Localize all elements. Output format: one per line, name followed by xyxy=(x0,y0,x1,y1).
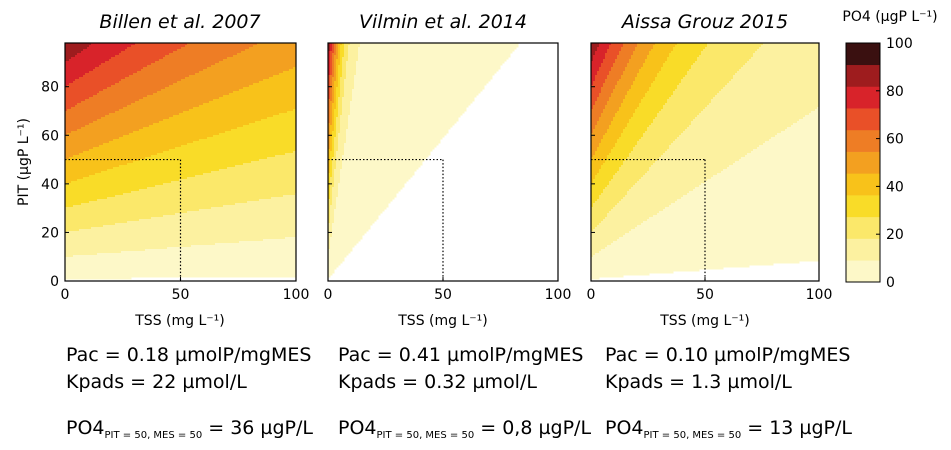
pac-text: Pac = 0.41 µmolP/mgMES xyxy=(338,342,583,369)
kpads-text: Kpads = 1.3 µmol/L xyxy=(605,369,850,396)
panel-vilmin: 0 50 100 xyxy=(324,42,572,303)
colorbar-tick-label: 0 xyxy=(886,275,895,291)
po4-subscript: PIT = 50, MES = 50 xyxy=(105,430,203,441)
x-tick-label: 0 xyxy=(61,287,70,303)
x-tick-label: 0 xyxy=(324,287,333,303)
colorbar-title: PO4 (µgP L⁻¹) xyxy=(842,9,937,25)
po4-value: = 0,8 µgP/L xyxy=(480,417,591,439)
x-tick-label: 50 xyxy=(696,287,714,303)
po4-result-billen: PO4PIT = 50, MES = 50 = 36 µgP/L xyxy=(66,417,313,441)
x-axis-label-2: TSS (mg L⁻¹) xyxy=(397,313,487,329)
po4-value: = 13 µgP/L xyxy=(747,417,852,439)
colorbar-band xyxy=(846,238,880,261)
params-vilmin: Pac = 0.41 µmolP/mgMES Kpads = 0.32 µmol… xyxy=(338,342,583,396)
colorbar-tick-label: 80 xyxy=(886,84,904,100)
panel-aissa-grouz: 0 50 100 xyxy=(587,42,833,303)
y-tick-label: 40 xyxy=(41,177,59,193)
colorbar-band xyxy=(846,129,880,152)
x-tick-label: 100 xyxy=(806,287,833,303)
colorbar-tick-label: 40 xyxy=(886,179,904,195)
panel-title-1: Billen et al. 2007 xyxy=(99,11,260,33)
colorbar-band xyxy=(846,86,880,109)
po4-label: PO4 xyxy=(605,417,644,439)
x-axis-label-1: TSS (mg L⁻¹) xyxy=(134,313,224,329)
kpads-text: Kpads = 22 µmol/L xyxy=(66,369,311,396)
y-tick-label: 80 xyxy=(41,80,59,96)
po4-value: = 36 µgP/L xyxy=(208,417,313,439)
colorbar-band xyxy=(846,108,880,131)
x-tick-label: 100 xyxy=(283,287,310,303)
po4-subscript: PIT = 50, MES = 50 xyxy=(644,430,742,441)
pac-text: Pac = 0.10 µmolP/mgMES xyxy=(605,342,850,369)
po4-subscript: PIT = 50, MES = 50 xyxy=(377,430,475,441)
pac-text: Pac = 0.18 µmolP/mgMES xyxy=(66,342,311,369)
po4-field xyxy=(591,43,819,281)
colorbar: 0 20 40 60 80 100 xyxy=(845,36,913,291)
colorbar-band xyxy=(846,216,880,239)
x-tick-label: 50 xyxy=(434,287,452,303)
panel-billen: 0 50 100 0 20 40 60 80 xyxy=(41,42,310,303)
y-tick-label: 0 xyxy=(50,274,59,290)
colorbar-tick-label: 20 xyxy=(886,227,904,243)
colorbar-tick-label: 60 xyxy=(886,132,904,148)
x-axis-label-3: TSS (mg L⁻¹) xyxy=(659,313,749,329)
colorbar-band xyxy=(846,43,880,66)
colorbar-frame xyxy=(845,42,881,283)
colorbar-band xyxy=(846,151,880,174)
x-tick-label: 100 xyxy=(545,287,572,303)
po4-field xyxy=(65,43,296,281)
colorbar-band xyxy=(846,64,880,87)
colorbar-band xyxy=(846,173,880,196)
po4-field xyxy=(328,43,558,281)
po4-label: PO4 xyxy=(338,417,377,439)
colorbar-tick-label: 100 xyxy=(886,36,913,52)
params-billen: Pac = 0.18 µmolP/mgMES Kpads = 22 µmol/L xyxy=(66,342,311,396)
y-tick-label: 20 xyxy=(41,225,59,241)
panel-title-3: Aissa Grouz 2015 xyxy=(620,11,788,33)
panel-title-2: Vilmin et al. 2014 xyxy=(359,11,527,33)
x-tick-label: 50 xyxy=(172,287,190,303)
y-axis-label: PIT (µgP L⁻¹) xyxy=(16,118,32,206)
kpads-text: Kpads = 0.32 µmol/L xyxy=(338,369,583,396)
x-tick-label: 0 xyxy=(587,287,596,303)
params-aissa-grouz: Pac = 0.10 µmolP/mgMES Kpads = 1.3 µmol/… xyxy=(605,342,850,396)
po4-result-aissa-grouz: PO4PIT = 50, MES = 50 = 13 µgP/L xyxy=(605,417,852,441)
po4-result-vilmin: PO4PIT = 50, MES = 50 = 0,8 µgP/L xyxy=(338,417,591,441)
colorbar-band xyxy=(846,195,880,218)
po4-label: PO4 xyxy=(66,417,105,439)
y-tick-label: 60 xyxy=(41,128,59,144)
colorbar-band xyxy=(846,260,880,283)
